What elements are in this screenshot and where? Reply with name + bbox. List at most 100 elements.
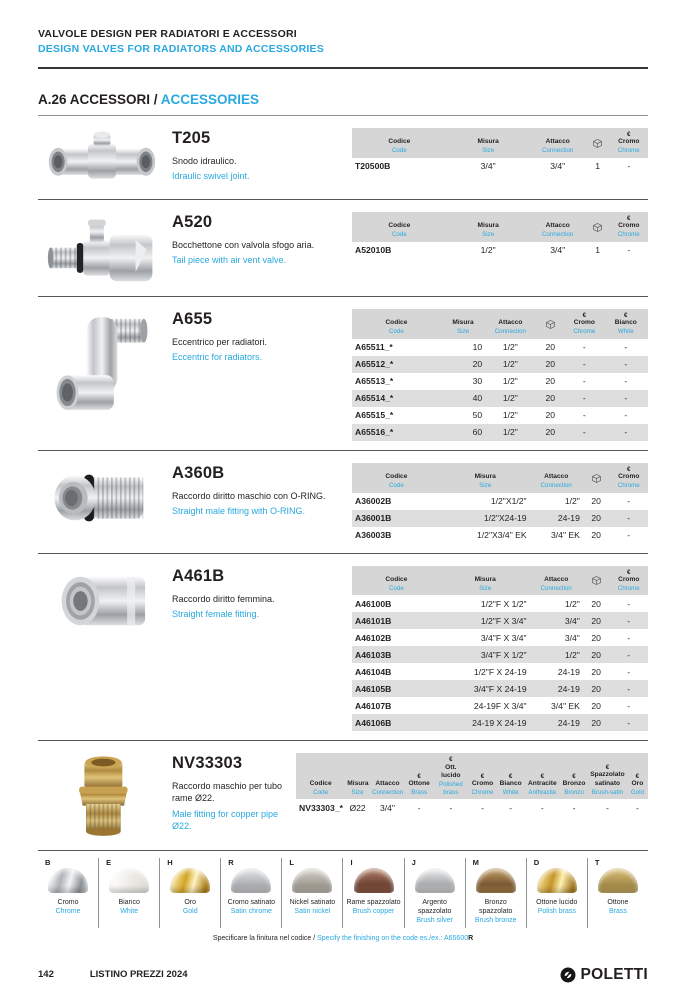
table-cell: 3/4" — [564, 615, 580, 626]
table-cell: - — [627, 496, 631, 506]
column-header: € Cromo Chrome — [609, 128, 648, 158]
finish-name-english: Polish brass — [537, 908, 576, 916]
product-code: A46106B — [355, 717, 392, 728]
finish-letter: T — [594, 858, 600, 868]
column-header: € Antracite Anthracite — [524, 753, 560, 800]
product-table-wrap: Codice Code Misura Size Attacco Connection € Ot… — [296, 751, 648, 816]
column-header: € Bianco White — [496, 753, 525, 800]
table-cell: 24-19 — [557, 513, 580, 523]
table-cell: - — [449, 802, 453, 813]
product-T205: T205 Snodo idraulico. Idraulic swivel join… — [38, 116, 648, 200]
table-cell: 10 — [472, 342, 483, 353]
finish-J: J Argento spazzolato Brush silver — [403, 858, 465, 928]
table-row: A46101B 1/2"F X 3/4" 3/4" 20 - — [352, 612, 648, 630]
table-cell: 20 — [591, 530, 601, 540]
table-row: A65512_* 20 1/2" 20 - - — [352, 355, 648, 373]
finish-name-english: Brush copper — [352, 908, 395, 916]
product-desc-italian: Raccordo diritto maschio con O-RING. — [172, 490, 326, 501]
product-photo-a520 — [38, 210, 166, 287]
product-desc-english: Straight female fitting. — [172, 608, 260, 619]
table-cell: - — [624, 427, 628, 438]
product-code: A65515_* — [355, 410, 394, 421]
finish-name-english: Gold — [182, 908, 198, 916]
table-cell: 1 — [595, 245, 601, 256]
table-row: A46105B 3/4"F X 24-19 24-19 20 - — [352, 680, 648, 698]
table-cell: - — [481, 802, 484, 813]
finish-letter: H — [167, 858, 173, 868]
finish-name-italian: Bronzo spazzolato — [478, 899, 513, 916]
table-cell: - — [540, 802, 544, 813]
page-title-english: DESIGN VALVES FOR RADIATORS AND ACCESSOR… — [38, 43, 324, 55]
column-header: € Ottone Brass — [405, 753, 434, 800]
product-code: A65513_* — [355, 376, 394, 387]
table-row: T20500B 3/4" 3/4" 1 - — [352, 158, 648, 175]
table-cell: 3/4" EK — [551, 530, 580, 540]
product-code: A46104B — [355, 666, 392, 677]
table-cell: 24-19F X 3/4" — [473, 700, 527, 711]
table-cell: - — [627, 700, 631, 711]
finish-note-italian: Specificare la finitura nel codice / — [212, 934, 318, 942]
price-list-label: LISTINO PREZZI 2024 — [89, 969, 188, 981]
product-table-wrap: Codice Code Misura Size Attacco Connection € Cr… — [352, 210, 648, 259]
product-title: A655 — [172, 310, 213, 328]
table-cell: 20 — [591, 683, 601, 694]
table-row: A46103B 3/4"F X 1/2" 1/2" 20 - — [352, 646, 648, 664]
product-desc-italian: Bocchettone con valvola sfogo aria. — [172, 240, 315, 250]
column-header: € Oro Gold — [626, 753, 648, 800]
column-header: Codice Code — [352, 128, 447, 158]
finish-name-italian: Cromo — [57, 899, 79, 907]
product-code: A65514_* — [355, 393, 394, 404]
table-cell: 20 — [545, 393, 556, 404]
table-cell: - — [624, 393, 628, 404]
table-cell: 20 — [472, 359, 483, 370]
finish-D: D Ottone lucido Polish brass — [525, 858, 587, 928]
product-title: T205 — [172, 129, 211, 147]
finish-B: B Cromo Chrome — [38, 858, 98, 927]
table-cell: - — [624, 359, 628, 370]
column-header: Misura Size — [446, 128, 530, 158]
finish-E: E Bianco White — [98, 858, 159, 928]
page-header: VALVOLE DESIGN PER RADIATORI E ACCESSORI… — [38, 28, 648, 69]
product-code: A36002B — [355, 496, 392, 506]
product-info: A655 Eccentrico per radiatori. Eccentric f… — [166, 307, 352, 363]
table-cell: - — [582, 393, 586, 404]
product-code: A46100B — [355, 598, 392, 609]
footer-left: 142 LISTINO PREZZI 2024 — [38, 969, 188, 980]
column-header: Codice Code — [352, 309, 441, 339]
column-header: Codice Code — [296, 753, 346, 800]
product-desc-english: Idraulic swivel joint. — [172, 171, 250, 182]
table-row: A65516_* 60 1/2" 20 - - — [352, 423, 648, 441]
column-header: € Ott. lucido Polished brass — [433, 753, 469, 800]
table-cell: Ø22 — [349, 802, 366, 813]
product-desc-english: Eccentric for radiators. — [172, 352, 263, 363]
brand-name: POLETTI — [580, 965, 648, 983]
table-header-row: Codice Code Misura Size Attacco Connection € Cr… — [352, 565, 648, 596]
finish-cap-swatch — [109, 868, 150, 894]
table-cell: 20 — [591, 666, 601, 677]
finish-name-italian: Cromo satinato — [227, 899, 276, 907]
table-cell: - — [627, 598, 631, 609]
product-code: A46105B — [355, 683, 392, 694]
table-cell: 20 — [591, 598, 601, 609]
table-cell: 3/4" EK — [551, 700, 580, 711]
product-table-wrap: Codice Code Misura Size Attacco Connection € Cr… — [352, 564, 648, 732]
table-row: A65511_* 10 1/2" 20 - - — [352, 339, 648, 356]
package-icon — [585, 128, 610, 158]
product-desc-italian: Raccordo diritto femmina. — [172, 593, 275, 604]
table-header-row: Codice Code Misura Size Attacco Connection € Ot… — [296, 753, 648, 800]
product-code: NV33303_* — [299, 802, 343, 813]
finish-name-italian: Argento spazzolato — [417, 899, 452, 916]
table-cell: - — [635, 802, 639, 813]
table-cell: 3/4"F X 1/2" — [480, 649, 527, 660]
section-divider — [38, 115, 648, 116]
product-code: A36003B — [355, 530, 392, 540]
page-footer: 142 LISTINO PREZZI 2024 POLETTI — [38, 966, 648, 984]
table-cell: 1/2" — [564, 598, 580, 609]
table-cell: 1/2"F X 3/4" — [480, 615, 527, 626]
table-row: A65515_* 50 1/2" 20 - - — [352, 407, 648, 424]
product-desc-english: Straight male fitting with O-RING. — [172, 505, 306, 516]
table-cell: 1/2"X1/2" — [490, 496, 527, 506]
table-cell: 20 — [591, 700, 601, 711]
brand-logo: POLETTI — [560, 966, 648, 984]
finish-name-english: Brush silver — [416, 917, 453, 925]
